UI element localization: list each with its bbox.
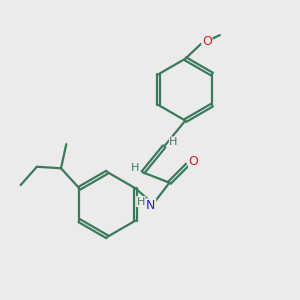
Text: O: O [189, 155, 199, 168]
Text: H: H [137, 196, 145, 206]
Text: H: H [130, 163, 139, 173]
Text: H: H [169, 137, 178, 147]
Text: N: N [146, 199, 156, 212]
Text: O: O [202, 34, 212, 48]
